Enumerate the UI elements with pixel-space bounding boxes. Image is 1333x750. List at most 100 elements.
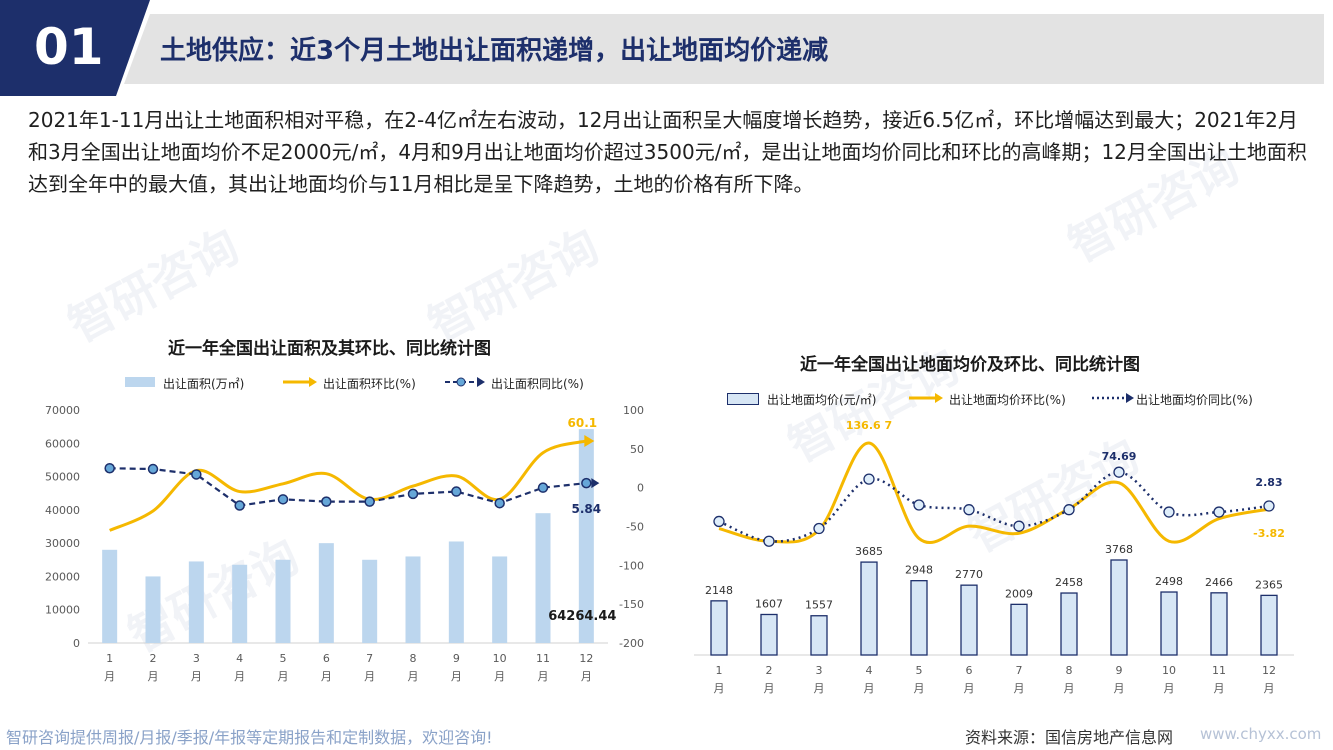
chart1-left-tick: 70000 bbox=[45, 404, 80, 417]
chart1-bar bbox=[275, 559, 291, 643]
section-number: 01 bbox=[34, 18, 104, 76]
chart1-left-tick: 0 bbox=[73, 637, 80, 650]
chart2-bar-label: 2148 bbox=[705, 584, 733, 597]
chart1-x-tick: 月 bbox=[364, 670, 375, 683]
chart1-x-tick: 月 bbox=[278, 670, 289, 683]
chart1-yoy-marker bbox=[191, 469, 202, 480]
chart1-right-tick: 100 bbox=[623, 404, 644, 417]
chart1-bar bbox=[318, 543, 334, 643]
chart1-yoy-marker bbox=[321, 496, 332, 507]
chart2-x-tick: 11 bbox=[1212, 664, 1226, 677]
chart1-yoy-marker bbox=[104, 463, 115, 474]
chart1-x-tick: 月 bbox=[581, 670, 592, 683]
header-bar bbox=[124, 14, 1324, 84]
chart1-x-tick: 月 bbox=[148, 670, 159, 683]
description-text: 2021年1-11月出让土地面积相对平稳，在2-4亿㎡左右波动，12月出让面积呈… bbox=[28, 108, 1307, 196]
chart1-x-tick: 12 bbox=[579, 652, 593, 665]
chart1-right-tick: 0 bbox=[637, 482, 644, 495]
chart1-right-tick: -50 bbox=[626, 521, 644, 534]
chart1-yoy-marker bbox=[407, 488, 419, 500]
chart1-x-tick: 4 bbox=[236, 652, 243, 665]
chart2-x-tick: 月 bbox=[914, 682, 925, 695]
chart2-bar bbox=[710, 600, 728, 656]
chart1-x-tick: 9 bbox=[453, 652, 460, 665]
chart2-x-tick: 1 bbox=[716, 664, 723, 677]
chart2-bar-label: 3685 bbox=[855, 545, 883, 558]
chart2-bar bbox=[1060, 592, 1078, 656]
chart1-legend-label: 出让面积环比(%) bbox=[323, 377, 416, 391]
chart1-yoy-marker bbox=[277, 494, 289, 505]
chart2-bar-label: 2948 bbox=[905, 564, 933, 577]
chart2-bar bbox=[1260, 594, 1278, 656]
chart1-title: 近一年全国出让面积及其环比、同比统计图 bbox=[168, 339, 491, 359]
chart2-x-tick: 月 bbox=[814, 682, 825, 695]
footer-url[interactable]: www.chyxx.com bbox=[1200, 725, 1322, 743]
chart2-bar bbox=[960, 584, 978, 656]
chart2-yoy-marker bbox=[1213, 506, 1225, 518]
chart1-yoy-marker bbox=[581, 477, 592, 489]
chart1-x-tick: 月 bbox=[104, 670, 115, 683]
chart2-label-mom-last: -3.82 bbox=[1253, 527, 1285, 540]
chart2-bar-label: 2458 bbox=[1055, 576, 1083, 589]
chart1-left-tick: 20000 bbox=[45, 570, 80, 583]
chart1-right-tick: -150 bbox=[619, 598, 644, 611]
chart2-legend: 出让地面均价(元/㎡) 出让地面均价环比(%) 出让地面均价同比(%) bbox=[727, 391, 1287, 407]
chart2-yoy-marker bbox=[913, 499, 925, 511]
legend-swatch-dashed bbox=[445, 377, 485, 387]
chart2-x-tick: 9 bbox=[1116, 664, 1123, 677]
legend-swatch-bar bbox=[727, 393, 759, 405]
chart1-bar bbox=[492, 556, 508, 643]
chart2-bar-label: 2466 bbox=[1205, 576, 1233, 589]
chart2-x-tick: 10 bbox=[1162, 664, 1176, 677]
chart2-bar bbox=[760, 613, 778, 656]
chart2-yoy-marker bbox=[1013, 520, 1025, 532]
chart2-yoy-line bbox=[718, 470, 1270, 543]
chart2-bar-label: 1607 bbox=[755, 597, 783, 610]
chart1-right-tick: 50 bbox=[630, 443, 644, 456]
chart1-legend: 出让面积(万㎡) 出让面积环比(%) 出让面积同比(%) bbox=[125, 375, 605, 391]
chart2-bar bbox=[860, 561, 878, 656]
chart2-x-tick: 12 bbox=[1262, 664, 1276, 677]
chart2-bar-label: 2770 bbox=[955, 568, 983, 581]
chart1-left-tick: 30000 bbox=[45, 537, 80, 550]
chart1-x-tick: 月 bbox=[408, 670, 419, 683]
chart2-bar-label: 3768 bbox=[1105, 543, 1133, 556]
chart2-x-tick: 月 bbox=[764, 682, 775, 695]
chart1-legend-label: 出让面积同比(%) bbox=[491, 377, 584, 391]
chart1-bar bbox=[188, 561, 204, 643]
chart1-bar bbox=[362, 559, 378, 643]
chart2-label-mom-peak: 136.6 7 bbox=[846, 419, 892, 432]
chart1-x-tick: 月 bbox=[234, 670, 245, 683]
chart1-x-tick: 月 bbox=[494, 670, 505, 683]
chart1-left-tick: 40000 bbox=[45, 504, 80, 517]
chart1-x-tick: 月 bbox=[321, 670, 332, 683]
footer-source: 资料来源：国信房地产信息网 bbox=[965, 728, 1174, 747]
chart2-bar bbox=[910, 580, 928, 656]
chart2-x-tick: 2 bbox=[766, 664, 773, 677]
chart2-bar bbox=[1160, 591, 1178, 656]
chart2-yoy-marker bbox=[713, 515, 725, 528]
chart1-yoy-arrow bbox=[591, 478, 600, 489]
chart2-x-tick: 月 bbox=[964, 682, 975, 695]
chart2-bar bbox=[810, 615, 828, 656]
chart2-x-tick: 月 bbox=[864, 682, 875, 695]
chart1-mom-arrow bbox=[584, 434, 595, 447]
chart2-x-tick: 8 bbox=[1066, 664, 1073, 677]
chart2-mom-line bbox=[718, 441, 1270, 545]
chart2-title: 近一年全国出让地面均价及环比、同比统计图 bbox=[800, 355, 1140, 375]
chart1-yoy-line bbox=[109, 467, 587, 507]
chart2-bar-label: 2009 bbox=[1005, 587, 1033, 600]
chart2-yoy-marker bbox=[1113, 466, 1125, 478]
chart1-x-tick: 1 bbox=[106, 652, 113, 665]
chart2-x-tick: 月 bbox=[1064, 682, 1075, 695]
chart1-x-tick: 7 bbox=[366, 652, 373, 665]
chart2-bar-label: 1557 bbox=[805, 599, 833, 612]
chart1-left-tick: 10000 bbox=[45, 604, 80, 617]
chart2-x-tick: 4 bbox=[866, 664, 873, 677]
footer-note: 智研咨询提供周报/月报/季报/年报等定期报告和定制数据，欢迎咨询! bbox=[6, 728, 493, 747]
chart2-bar-label: 2498 bbox=[1155, 575, 1183, 588]
legend-swatch-bar bbox=[125, 377, 155, 387]
chart1-x-tick: 10 bbox=[493, 652, 507, 665]
chart2-bar bbox=[1210, 592, 1228, 656]
chart2-x-tick: 6 bbox=[966, 664, 973, 677]
